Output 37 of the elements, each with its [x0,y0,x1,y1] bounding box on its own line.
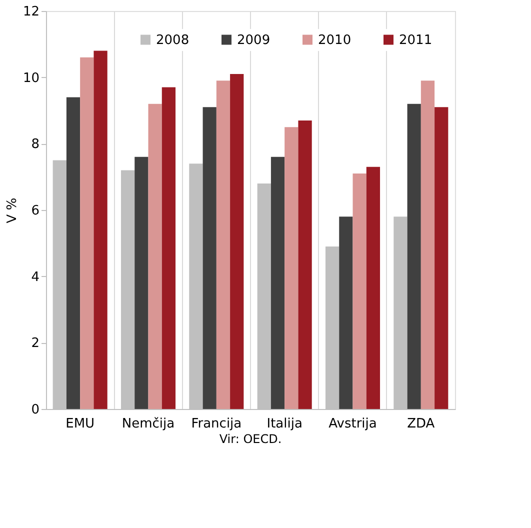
x-tick-label: Francija [191,416,242,432]
y-tick-label: 4 [31,270,40,285]
legend-label: 2009 [237,32,270,48]
bar [352,174,366,409]
bar [162,87,176,409]
legend-label: 2011 [399,32,432,48]
bar [298,120,312,409]
bar [270,156,285,409]
bar [420,80,435,409]
bar [284,127,298,409]
x-tick-label: Italija [266,416,302,432]
y-tick-label: 6 [31,204,40,218]
x-tick-label: Nemčija [122,416,175,432]
bar [134,156,148,409]
legend-label: 2010 [318,32,352,48]
bar [148,104,162,409]
bar [339,216,353,409]
bar [80,57,94,409]
bar [434,107,448,409]
y-axis-title: V % [4,198,20,224]
bar [230,74,244,409]
y-tick-label: 0 [31,402,40,418]
bar [66,97,80,409]
y-tick-label: 8 [31,137,40,152]
y-tick-label: 2 [31,336,40,352]
bar [216,80,230,409]
bar [94,50,108,409]
x-tick-label: Avstrija [328,416,377,432]
x-tick-label: ZDA [407,416,435,432]
y-tick-label: 12 [22,4,40,20]
bar [407,104,421,409]
bar [366,166,380,409]
x-tick-label: EMU [66,416,95,432]
legend-label: 2008 [156,32,190,48]
text: Vir: OECD. [219,432,282,446]
bar [202,107,216,409]
y-tick-label: 10 [22,70,40,86]
